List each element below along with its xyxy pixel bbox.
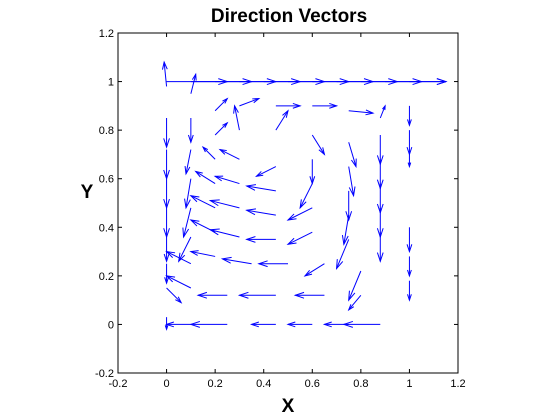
y-tick-label: 0.4 xyxy=(99,222,114,234)
vector-arrow xyxy=(348,109,375,116)
vector-arrow xyxy=(335,239,350,271)
axes-box xyxy=(117,32,459,374)
x-tick-label: 0.2 xyxy=(207,378,222,390)
x-tick-label: 1.2 xyxy=(450,378,465,390)
vector-arrow xyxy=(165,275,192,289)
vector-arrow xyxy=(376,232,384,263)
vector-arrow xyxy=(237,291,276,299)
vector-arrow xyxy=(245,184,276,192)
y-tick-label: 0.2 xyxy=(99,271,114,283)
y-tick-label: 1.2 xyxy=(99,28,114,40)
vector-arrow xyxy=(196,291,228,299)
y-tick-label: 0 xyxy=(108,319,114,331)
vector-arrow xyxy=(257,260,288,268)
vector-arrow xyxy=(214,121,229,136)
vector-arrow xyxy=(245,236,276,243)
x-axis-ticks: -0.2 0 0.2 0.4 0.6 0.8 1 1.2 xyxy=(109,33,466,390)
vector-arrow xyxy=(286,321,313,328)
vector-arrow xyxy=(286,207,313,221)
vector-arrow xyxy=(379,104,386,119)
y-tick-label: 0.8 xyxy=(99,125,114,137)
vector-arrow xyxy=(348,142,357,169)
vector-arrow xyxy=(182,207,192,239)
vector-arrow xyxy=(407,154,412,169)
vector-arrow xyxy=(201,146,216,160)
vector-arrow xyxy=(214,97,229,112)
x-tick-label: 0.8 xyxy=(353,378,368,390)
y-tick-label: 1 xyxy=(108,77,114,89)
vector-arrow xyxy=(190,72,197,94)
vector-arrow xyxy=(342,320,381,328)
chart-title: Direction Vectors xyxy=(211,6,367,27)
vector-arrow xyxy=(220,256,252,265)
vector-arrow xyxy=(409,78,448,86)
vector-arrow xyxy=(161,60,168,87)
vector-arrow xyxy=(164,321,191,328)
vector-arrow xyxy=(165,250,192,265)
vector-arrow xyxy=(213,175,240,185)
vector-arrow xyxy=(293,291,325,299)
vector-arrow xyxy=(189,195,216,209)
vector-arrow xyxy=(189,320,228,328)
vector-arrow xyxy=(164,317,169,331)
vector-arrow xyxy=(407,105,412,127)
vector-arrow xyxy=(184,149,192,176)
vector-arrow xyxy=(348,270,362,302)
vector-arrow xyxy=(312,102,339,109)
x-tick-label: 0 xyxy=(164,378,170,390)
vector-arrow xyxy=(407,280,412,302)
vector-arrow xyxy=(233,104,240,131)
vector-arrow xyxy=(348,166,356,198)
vector-arrow xyxy=(187,118,194,144)
vector-arrow xyxy=(218,148,240,160)
vector-arrow xyxy=(341,215,350,246)
vector-arrow xyxy=(249,321,276,328)
vector-arrow xyxy=(208,199,240,209)
x-axis-label: X xyxy=(282,396,295,417)
vector-arrow xyxy=(163,118,170,149)
vector-arrow xyxy=(286,231,313,245)
vector-arrow xyxy=(275,102,302,109)
vector-arrow xyxy=(255,166,277,177)
vector-arrow xyxy=(208,228,240,238)
y-tick-label: 0.6 xyxy=(99,174,114,186)
vector-arrow xyxy=(184,178,192,210)
vector-arrow xyxy=(303,263,325,277)
vector-arrow xyxy=(245,208,276,216)
x-tick-label: 0.4 xyxy=(256,378,271,390)
vector-arrow xyxy=(163,237,170,263)
vector-field xyxy=(161,60,448,331)
x-tick-label: 1 xyxy=(406,378,412,390)
x-tick-label: 0.6 xyxy=(305,378,320,390)
vector-arrow xyxy=(164,263,169,285)
vector-arrow xyxy=(299,183,313,210)
y-axis-ticks: -0.2 0 0.2 0.4 0.6 0.8 1 1.2 xyxy=(95,28,458,380)
vector-arrow xyxy=(166,287,183,304)
x-tick-label: -0.2 xyxy=(109,378,128,390)
vector-arrow xyxy=(407,256,412,278)
vector-arrow xyxy=(311,134,326,156)
vector-arrow xyxy=(239,98,261,107)
vector-arrow xyxy=(275,109,289,131)
vector-arrow xyxy=(189,250,216,257)
vector-arrow xyxy=(347,294,362,312)
y-tick-label: -0.2 xyxy=(95,368,114,380)
y-axis-label: Y xyxy=(81,182,94,203)
vector-arrow xyxy=(194,170,216,184)
vector-arrow xyxy=(406,227,413,254)
vector-arrow xyxy=(178,236,192,263)
